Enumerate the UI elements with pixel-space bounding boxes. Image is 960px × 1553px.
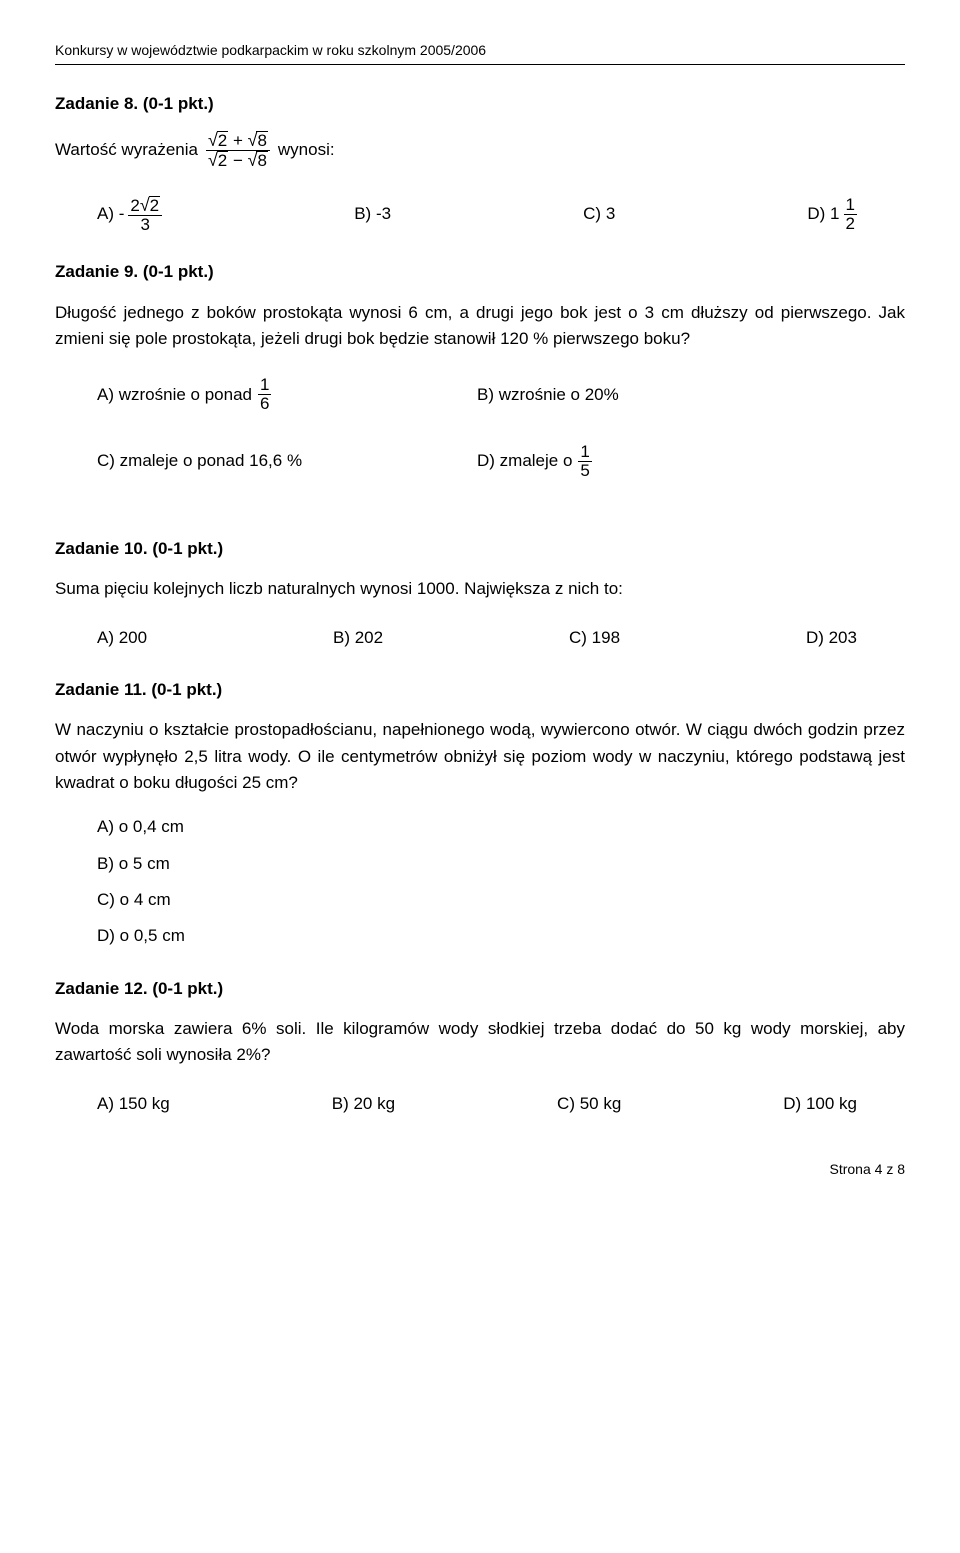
task8-d-pre: D) 1 bbox=[807, 201, 839, 227]
task8-den-rad-a: 2 bbox=[217, 151, 228, 170]
task8-expression-line: Wartość wyrażenia √2 + √8 √2 − √8 wynosi… bbox=[55, 131, 905, 170]
task12-answer-d: D) 100 kg bbox=[783, 1091, 857, 1117]
task8-title: Zadanie 8. (0-1 pkt.) bbox=[55, 91, 905, 117]
task9-answer-a: A) wzrośnie o ponad 1 6 bbox=[97, 376, 477, 413]
task8-answer-c: C) 3 bbox=[583, 196, 615, 234]
task11-answer-b: B) o 5 cm bbox=[97, 851, 905, 877]
task8-d-den: 2 bbox=[844, 215, 857, 233]
task11-answer-a: A) o 0,4 cm bbox=[97, 814, 905, 840]
task12-title: Zadanie 12. (0-1 pkt.) bbox=[55, 976, 905, 1002]
page-header: Konkursy w województwie podkarpackim w r… bbox=[55, 40, 905, 65]
task8-num-rad-b: 8 bbox=[256, 131, 267, 150]
task10-para: Suma pięciu kolejnych liczb naturalnych … bbox=[55, 576, 905, 602]
task10-answer-d: D) 203 bbox=[806, 625, 857, 651]
task8-num-rad-a: 2 bbox=[217, 131, 228, 150]
task9-answer-c: C) zmaleje o ponad 16,6 % bbox=[97, 443, 477, 480]
task12-answer-a: A) 150 kg bbox=[97, 1091, 170, 1117]
task11-answer-d: D) o 0,5 cm bbox=[97, 923, 905, 949]
task10-title: Zadanie 10. (0-1 pkt.) bbox=[55, 536, 905, 562]
task12-answers: A) 150 kg B) 20 kg C) 50 kg D) 100 kg bbox=[97, 1091, 857, 1117]
task9-d-num: 1 bbox=[578, 443, 591, 462]
task9-answer-d: D) zmaleje o 1 5 bbox=[477, 443, 857, 480]
task9-answer-b: B) wzrośnie o 20% bbox=[477, 376, 857, 413]
task11-title: Zadanie 11. (0-1 pkt.) bbox=[55, 677, 905, 703]
task10-answers: A) 200 B) 202 C) 198 D) 203 bbox=[97, 625, 857, 651]
task8-lead-pre: Wartość wyrażenia bbox=[55, 137, 198, 163]
task12-para: Woda morska zawiera 6% soli. Ile kilogra… bbox=[55, 1016, 905, 1069]
page-footer: Strona 4 z 8 bbox=[55, 1159, 905, 1181]
task8-answers: A) - 2√2 3 B) -3 C) 3 D) 1 1 2 bbox=[97, 196, 857, 234]
task9-answers: A) wzrośnie o ponad 1 6 B) wzrośnie o 20… bbox=[97, 376, 857, 509]
task10-answer-c: C) 198 bbox=[569, 625, 620, 651]
task11-para: W naczyniu o kształcie prostopadłościanu… bbox=[55, 717, 905, 796]
task9-a-pre: A) wzrośnie o ponad bbox=[97, 382, 252, 408]
task9-a-den: 6 bbox=[258, 395, 271, 413]
task8-den-op: − bbox=[233, 151, 243, 170]
task11-answers: A) o 0,4 cm B) o 5 cm C) o 4 cm D) o 0,5… bbox=[97, 814, 905, 949]
task8-num-op: + bbox=[233, 131, 243, 150]
task8-den-rad-b: 8 bbox=[256, 151, 267, 170]
task8-lead-post: wynosi: bbox=[278, 137, 335, 163]
task8-a-num-coef: 2 bbox=[130, 196, 139, 215]
task8-a-num-rad: 2 bbox=[149, 196, 160, 215]
task9-a-num: 1 bbox=[258, 376, 271, 395]
task10-answer-b: B) 202 bbox=[333, 625, 383, 651]
task9-d-den: 5 bbox=[578, 462, 591, 480]
task8-answer-b: B) -3 bbox=[354, 196, 391, 234]
task8-a-den: 3 bbox=[139, 216, 152, 234]
task8-d-num: 1 bbox=[844, 196, 857, 215]
task11-answer-c: C) o 4 cm bbox=[97, 887, 905, 913]
task8-answer-d: D) 1 1 2 bbox=[807, 196, 857, 234]
task12-answer-c: C) 50 kg bbox=[557, 1091, 621, 1117]
task9-para: Długość jednego z boków prostokąta wynos… bbox=[55, 300, 905, 353]
task9-d-pre: D) zmaleje o bbox=[477, 448, 572, 474]
task8-main-fraction: √2 + √8 √2 − √8 bbox=[206, 131, 270, 170]
task8-a-pre: A) - bbox=[97, 201, 124, 227]
task12-answer-b: B) 20 kg bbox=[332, 1091, 395, 1117]
task9-title: Zadanie 9. (0-1 pkt.) bbox=[55, 259, 905, 285]
task10-answer-a: A) 200 bbox=[97, 625, 147, 651]
task8-answer-a: A) - 2√2 3 bbox=[97, 196, 162, 234]
